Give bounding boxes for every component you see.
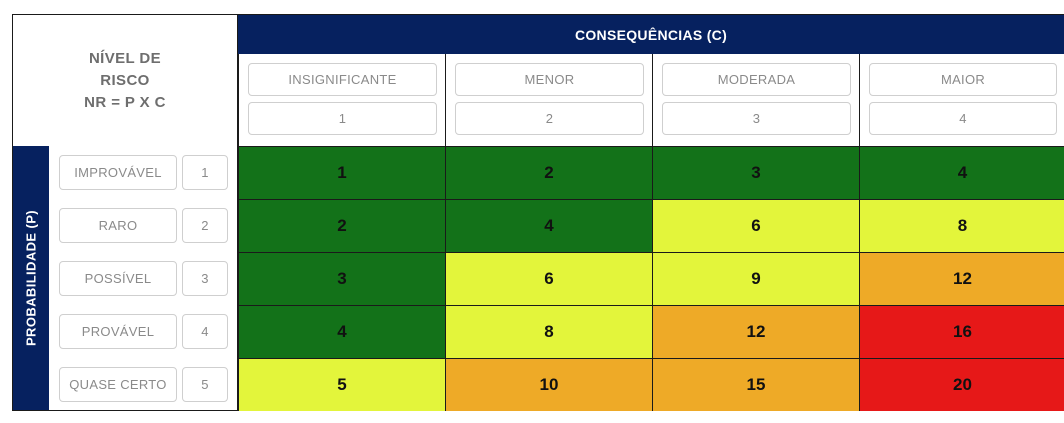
probability-value-field[interactable]: 1: [182, 155, 228, 190]
probability-value-field[interactable]: 2: [182, 208, 228, 243]
probability-label-field[interactable]: RARO: [59, 208, 177, 243]
probability-value-field[interactable]: 4: [182, 314, 228, 349]
risk-cell: 4: [238, 305, 445, 358]
probability-label-field[interactable]: POSSÍVEL: [59, 261, 177, 296]
probability-label-field[interactable]: QUASE CERTO: [59, 367, 177, 402]
risk-cell: 8: [445, 305, 652, 358]
risk-cell: 6: [652, 199, 859, 252]
risk-cell: 2: [445, 146, 652, 199]
consequence-label-field[interactable]: MODERADA: [662, 63, 851, 96]
risk-cell: 4: [445, 199, 652, 252]
consequence-label-field[interactable]: MAIOR: [869, 63, 1057, 96]
consequence-column-4: MAIOR 4: [859, 54, 1064, 146]
consequence-value-field[interactable]: 4: [869, 102, 1057, 135]
probability-row-5: QUASE CERTO 5: [49, 358, 238, 411]
risk-cell: 12: [652, 305, 859, 358]
consequence-label-field[interactable]: MENOR: [455, 63, 644, 96]
risk-cell: 16: [859, 305, 1064, 358]
probability-value-field[interactable]: 5: [182, 367, 228, 402]
probability-row-1: IMPROVÁVEL 1: [49, 146, 238, 199]
probability-row-3: POSSÍVEL 3: [49, 252, 238, 305]
risk-cell: 3: [238, 252, 445, 305]
risk-cell: 8: [859, 199, 1064, 252]
consequence-value-field[interactable]: 1: [248, 102, 437, 135]
risk-cell: 1: [238, 146, 445, 199]
consequence-value-field[interactable]: 3: [662, 102, 851, 135]
risk-cell: 6: [445, 252, 652, 305]
consequence-label-field[interactable]: INSIGNIFICANTE: [248, 63, 437, 96]
consequence-value-field[interactable]: 2: [455, 102, 644, 135]
probability-value-field[interactable]: 3: [182, 261, 228, 296]
probability-label-field[interactable]: IMPROVÁVEL: [59, 155, 177, 190]
risk-matrix: NÍVEL DE RISCO NR = P X C CONSEQUÊNCIAS …: [12, 14, 1064, 411]
risk-cell: 20: [859, 358, 1064, 411]
risk-cell: 5: [238, 358, 445, 411]
probability-title: PROBABILIDADE (P): [23, 209, 39, 347]
risk-cell: 4: [859, 146, 1064, 199]
risk-cell: 15: [652, 358, 859, 411]
probability-row-2: RARO 2: [49, 199, 238, 252]
risk-cell: 2: [238, 199, 445, 252]
consequence-column-2: MENOR 2: [445, 54, 652, 146]
consequence-column-3: MODERADA 3: [652, 54, 859, 146]
risk-cell: 12: [859, 252, 1064, 305]
probability-row-4: PROVÁVEL 4: [49, 305, 238, 358]
risk-level-title-line1: NÍVEL DE: [88, 49, 162, 67]
risk-level-title-line2: RISCO: [100, 71, 150, 89]
risk-cell: 3: [652, 146, 859, 199]
risk-formula: NR = P X C: [84, 93, 166, 111]
probability-label-field[interactable]: PROVÁVEL: [59, 314, 177, 349]
risk-cell: 10: [445, 358, 652, 411]
consequence-column-1: INSIGNIFICANTE 1: [238, 54, 445, 146]
consequences-header: CONSEQUÊNCIAS (C): [238, 15, 1064, 54]
risk-cell: 9: [652, 252, 859, 305]
risk-level-legend: NÍVEL DE RISCO NR = P X C: [13, 15, 238, 146]
probability-header: PROBABILIDADE (P): [13, 146, 49, 410]
